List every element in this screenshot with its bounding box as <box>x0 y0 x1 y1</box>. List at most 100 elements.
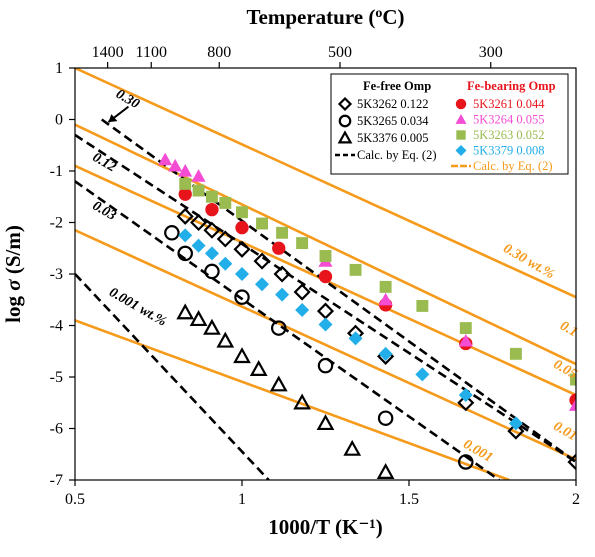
point-5k3264 <box>378 292 393 306</box>
series-5k3265 <box>164 225 474 470</box>
top-axis-title-degree: o <box>375 6 382 21</box>
plot-area <box>75 68 576 480</box>
top-tick-label: 800 <box>207 44 231 61</box>
point-5k3379 <box>275 287 290 302</box>
point-5k3379 <box>318 317 333 332</box>
point-5k3379 <box>378 346 393 361</box>
point-5k3261 <box>178 187 192 201</box>
point-5k3265 <box>164 225 180 241</box>
y-axis-title-main: log <box>1 291 25 323</box>
data-points <box>158 152 576 479</box>
point-5k3262 <box>203 221 221 239</box>
point-5k3376 <box>376 463 395 479</box>
model-line-0-30-wt <box>75 68 576 299</box>
x-tick-label: 1 <box>238 491 246 508</box>
point-5k3262 <box>233 240 251 258</box>
point-5k3376 <box>176 303 195 320</box>
point-5k3379 <box>255 277 270 292</box>
point-5k3265 <box>204 263 220 280</box>
fit-label-arrowhead <box>108 114 118 123</box>
legend-marker-5k3265-0-034 <box>338 114 352 128</box>
fit-line-0-12 <box>75 133 576 464</box>
point-5k3376 <box>293 393 311 410</box>
series-5k3262 <box>176 207 576 471</box>
point-5k3262 <box>190 213 208 232</box>
point-5k3264 <box>569 398 576 411</box>
y-axis-title: log σ (S/m) <box>1 225 25 323</box>
legend-title-fe-free: Fe-free Omp <box>363 79 431 93</box>
y-tick-label: -3 <box>50 266 63 283</box>
point-5k3376 <box>249 360 268 376</box>
y-tick-label: -2 <box>50 215 63 232</box>
point-5k3263 <box>256 217 268 230</box>
model-line-0-1 <box>75 123 576 366</box>
legend-label: 5K3261 0.044 <box>473 97 545 111</box>
point-5k3264 <box>158 152 173 166</box>
y-tick-label: -7 <box>50 472 63 489</box>
point-5k3379 <box>348 331 363 346</box>
x-tick-label: 2 <box>572 491 580 508</box>
point-5k3376 <box>316 414 335 431</box>
top-axis-title-end: C) <box>382 5 404 29</box>
point-5k3263 <box>349 263 362 276</box>
y-tick-label: -1 <box>50 163 63 180</box>
legend-box <box>330 73 569 175</box>
point-5k3262 <box>507 422 525 440</box>
point-5k3376 <box>216 331 235 348</box>
y-axis-title-end: (S/m) <box>1 225 25 279</box>
top-tick-label: 1100 <box>136 44 167 61</box>
point-5k3379 <box>415 367 430 382</box>
fit-line-0-03 <box>75 180 500 480</box>
top-axis-title-main: Temperature ( <box>246 5 375 29</box>
point-5k3263 <box>205 190 218 203</box>
model-line-0-001 <box>75 319 510 480</box>
legend-label: 5K3379 0.008 <box>473 144 545 158</box>
top-tick-label: 500 <box>328 44 352 61</box>
point-5k3376 <box>203 318 221 335</box>
top-tick-label: 1400 <box>92 44 124 61</box>
point-5k3262 <box>293 283 311 301</box>
point-5k3265 <box>458 454 474 470</box>
point-5k3265 <box>234 289 250 305</box>
fit-lines <box>75 118 576 480</box>
legend-marker-5k3263-0-052 <box>456 130 466 140</box>
legend-marker-5k3376-0-005 <box>337 130 353 144</box>
x-tick-label: 0.5 <box>65 491 85 508</box>
point-5k3379 <box>458 388 473 403</box>
legend-marker-5k3264-0-055 <box>455 114 467 124</box>
point-5k3263 <box>219 196 232 209</box>
point-5k3379 <box>178 228 193 243</box>
point-5k3265 <box>377 410 394 426</box>
point-5k3379 <box>218 256 233 271</box>
x-tick-label: 1.5 <box>399 491 419 508</box>
fit-line-0-001-wt <box>75 273 270 480</box>
point-5k3376 <box>189 310 208 327</box>
top-axis-title: Temperature (oC) <box>246 5 404 29</box>
point-5k3261 <box>272 241 286 255</box>
point-5k3261 <box>235 221 249 235</box>
point-5k3379 <box>204 246 219 261</box>
point-5k3263 <box>379 280 392 293</box>
point-5k3262 <box>567 453 576 471</box>
legend-label: 5K3376 0.005 <box>357 131 429 145</box>
legend-label: 5K3263 0.052 <box>473 128 545 142</box>
point-5k3262 <box>457 394 475 412</box>
legend-title-fe-bearing: Fe-bearing Omp <box>467 79 556 93</box>
point-5k3263 <box>459 322 472 335</box>
point-5k3379 <box>508 416 523 431</box>
point-5k3262 <box>216 230 234 248</box>
series-5k3263 <box>179 177 576 386</box>
legend-marker-5k3261-0-044 <box>455 98 467 110</box>
y-tick-label: -6 <box>50 421 63 438</box>
point-5k3263 <box>319 250 332 262</box>
point-5k3261 <box>318 269 333 284</box>
point-5k3265 <box>270 320 287 336</box>
point-5k3263 <box>570 373 576 386</box>
point-5k3379 <box>295 303 310 318</box>
y-tick-label: -5 <box>50 369 63 386</box>
legend-column-fe-free: 5K3262 0.122 5K3265 0.034 5K3376 0.005 Calc… <box>335 96 437 162</box>
point-5k3263 <box>179 177 192 190</box>
